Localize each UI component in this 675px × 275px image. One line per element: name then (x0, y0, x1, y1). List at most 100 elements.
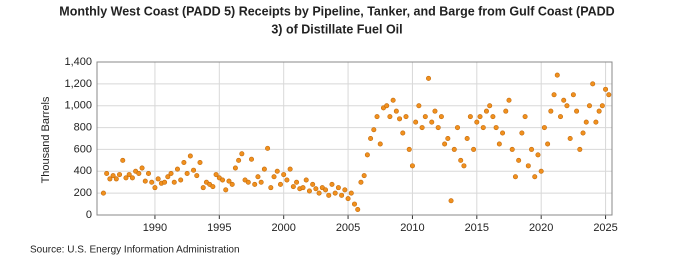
data-point (142, 178, 148, 184)
data-point (541, 125, 547, 131)
data-point (529, 146, 535, 152)
data-point (454, 125, 460, 131)
data-point (551, 92, 557, 98)
x-tick-label: 2005 (336, 222, 360, 234)
data-point (213, 172, 219, 178)
data-point (483, 108, 489, 114)
data-point (438, 114, 444, 120)
y-tick-label: 600 (74, 143, 92, 155)
data-point (136, 170, 142, 176)
y-tick-label: 1,400 (64, 56, 92, 68)
data-point (586, 103, 592, 109)
data-point (117, 172, 123, 178)
data-point (590, 81, 596, 87)
data-point (503, 108, 509, 114)
data-point (409, 163, 415, 169)
data-point (532, 174, 538, 180)
data-point (236, 157, 242, 163)
data-point (393, 108, 399, 114)
data-point (345, 196, 351, 202)
data-point (239, 151, 245, 157)
data-point (223, 187, 229, 193)
data-point (461, 163, 467, 169)
data-point (493, 125, 499, 131)
data-point (471, 146, 477, 152)
data-point (545, 141, 551, 147)
data-point (126, 172, 132, 178)
data-point (104, 170, 110, 176)
data-point (200, 185, 206, 191)
data-point (335, 185, 341, 191)
y-axis-label: Thousand Barrels (40, 96, 52, 183)
data-point (596, 108, 602, 114)
data-point (110, 173, 116, 179)
data-point (535, 152, 541, 158)
data-point (564, 103, 570, 109)
data-point (191, 167, 197, 173)
data-point (371, 127, 377, 133)
data-point (554, 72, 560, 78)
data-point (139, 165, 145, 171)
data-point (255, 174, 261, 180)
data-point (171, 179, 177, 185)
y-tick-label: 800 (74, 121, 92, 133)
data-point (525, 163, 531, 169)
data-point (232, 165, 238, 171)
data-point (323, 187, 329, 193)
data-point (300, 185, 306, 191)
data-point (258, 179, 264, 185)
x-tick-label: 2025 (593, 222, 617, 234)
data-point (274, 168, 280, 174)
data-point (342, 187, 348, 193)
data-point (268, 185, 274, 191)
data-point (458, 157, 464, 163)
data-point (368, 136, 374, 142)
data-point (358, 179, 364, 185)
data-point (329, 181, 335, 187)
data-point (384, 103, 390, 109)
data-point (487, 103, 493, 109)
data-point (146, 170, 152, 176)
data-point (348, 190, 354, 196)
data-point (580, 130, 586, 136)
data-point (155, 176, 161, 182)
data-point (326, 192, 332, 198)
data-point (332, 190, 338, 196)
x-tick-label: 2000 (271, 222, 295, 234)
data-point (113, 176, 119, 182)
data-point (387, 114, 393, 120)
y-tick-label: 400 (74, 165, 92, 177)
data-point (197, 160, 203, 166)
data-point (277, 181, 283, 187)
y-tick-label: 200 (74, 187, 92, 199)
data-point (220, 177, 226, 183)
data-point (429, 119, 435, 125)
y-tick-label: 0 (86, 209, 92, 221)
data-point (442, 141, 448, 147)
data-point (400, 130, 406, 136)
data-point (606, 92, 612, 98)
x-tick-label: 2010 (400, 222, 424, 234)
data-point (184, 170, 190, 176)
data-point (574, 108, 580, 114)
data-point (306, 188, 312, 194)
data-point (120, 157, 126, 163)
data-point (364, 152, 370, 158)
data-point (284, 177, 290, 183)
data-point (506, 97, 512, 103)
data-point (361, 173, 367, 179)
data-point (464, 136, 470, 142)
data-point (567, 136, 573, 142)
data-point (210, 184, 216, 190)
data-point (174, 166, 180, 172)
data-point (570, 92, 576, 98)
data-point (432, 108, 438, 114)
data-point (252, 181, 258, 187)
data-point (583, 119, 589, 125)
data-point (271, 174, 277, 180)
x-tick-label: 2020 (529, 222, 553, 234)
data-point (467, 114, 473, 120)
data-point (310, 181, 316, 187)
data-point (496, 141, 502, 147)
